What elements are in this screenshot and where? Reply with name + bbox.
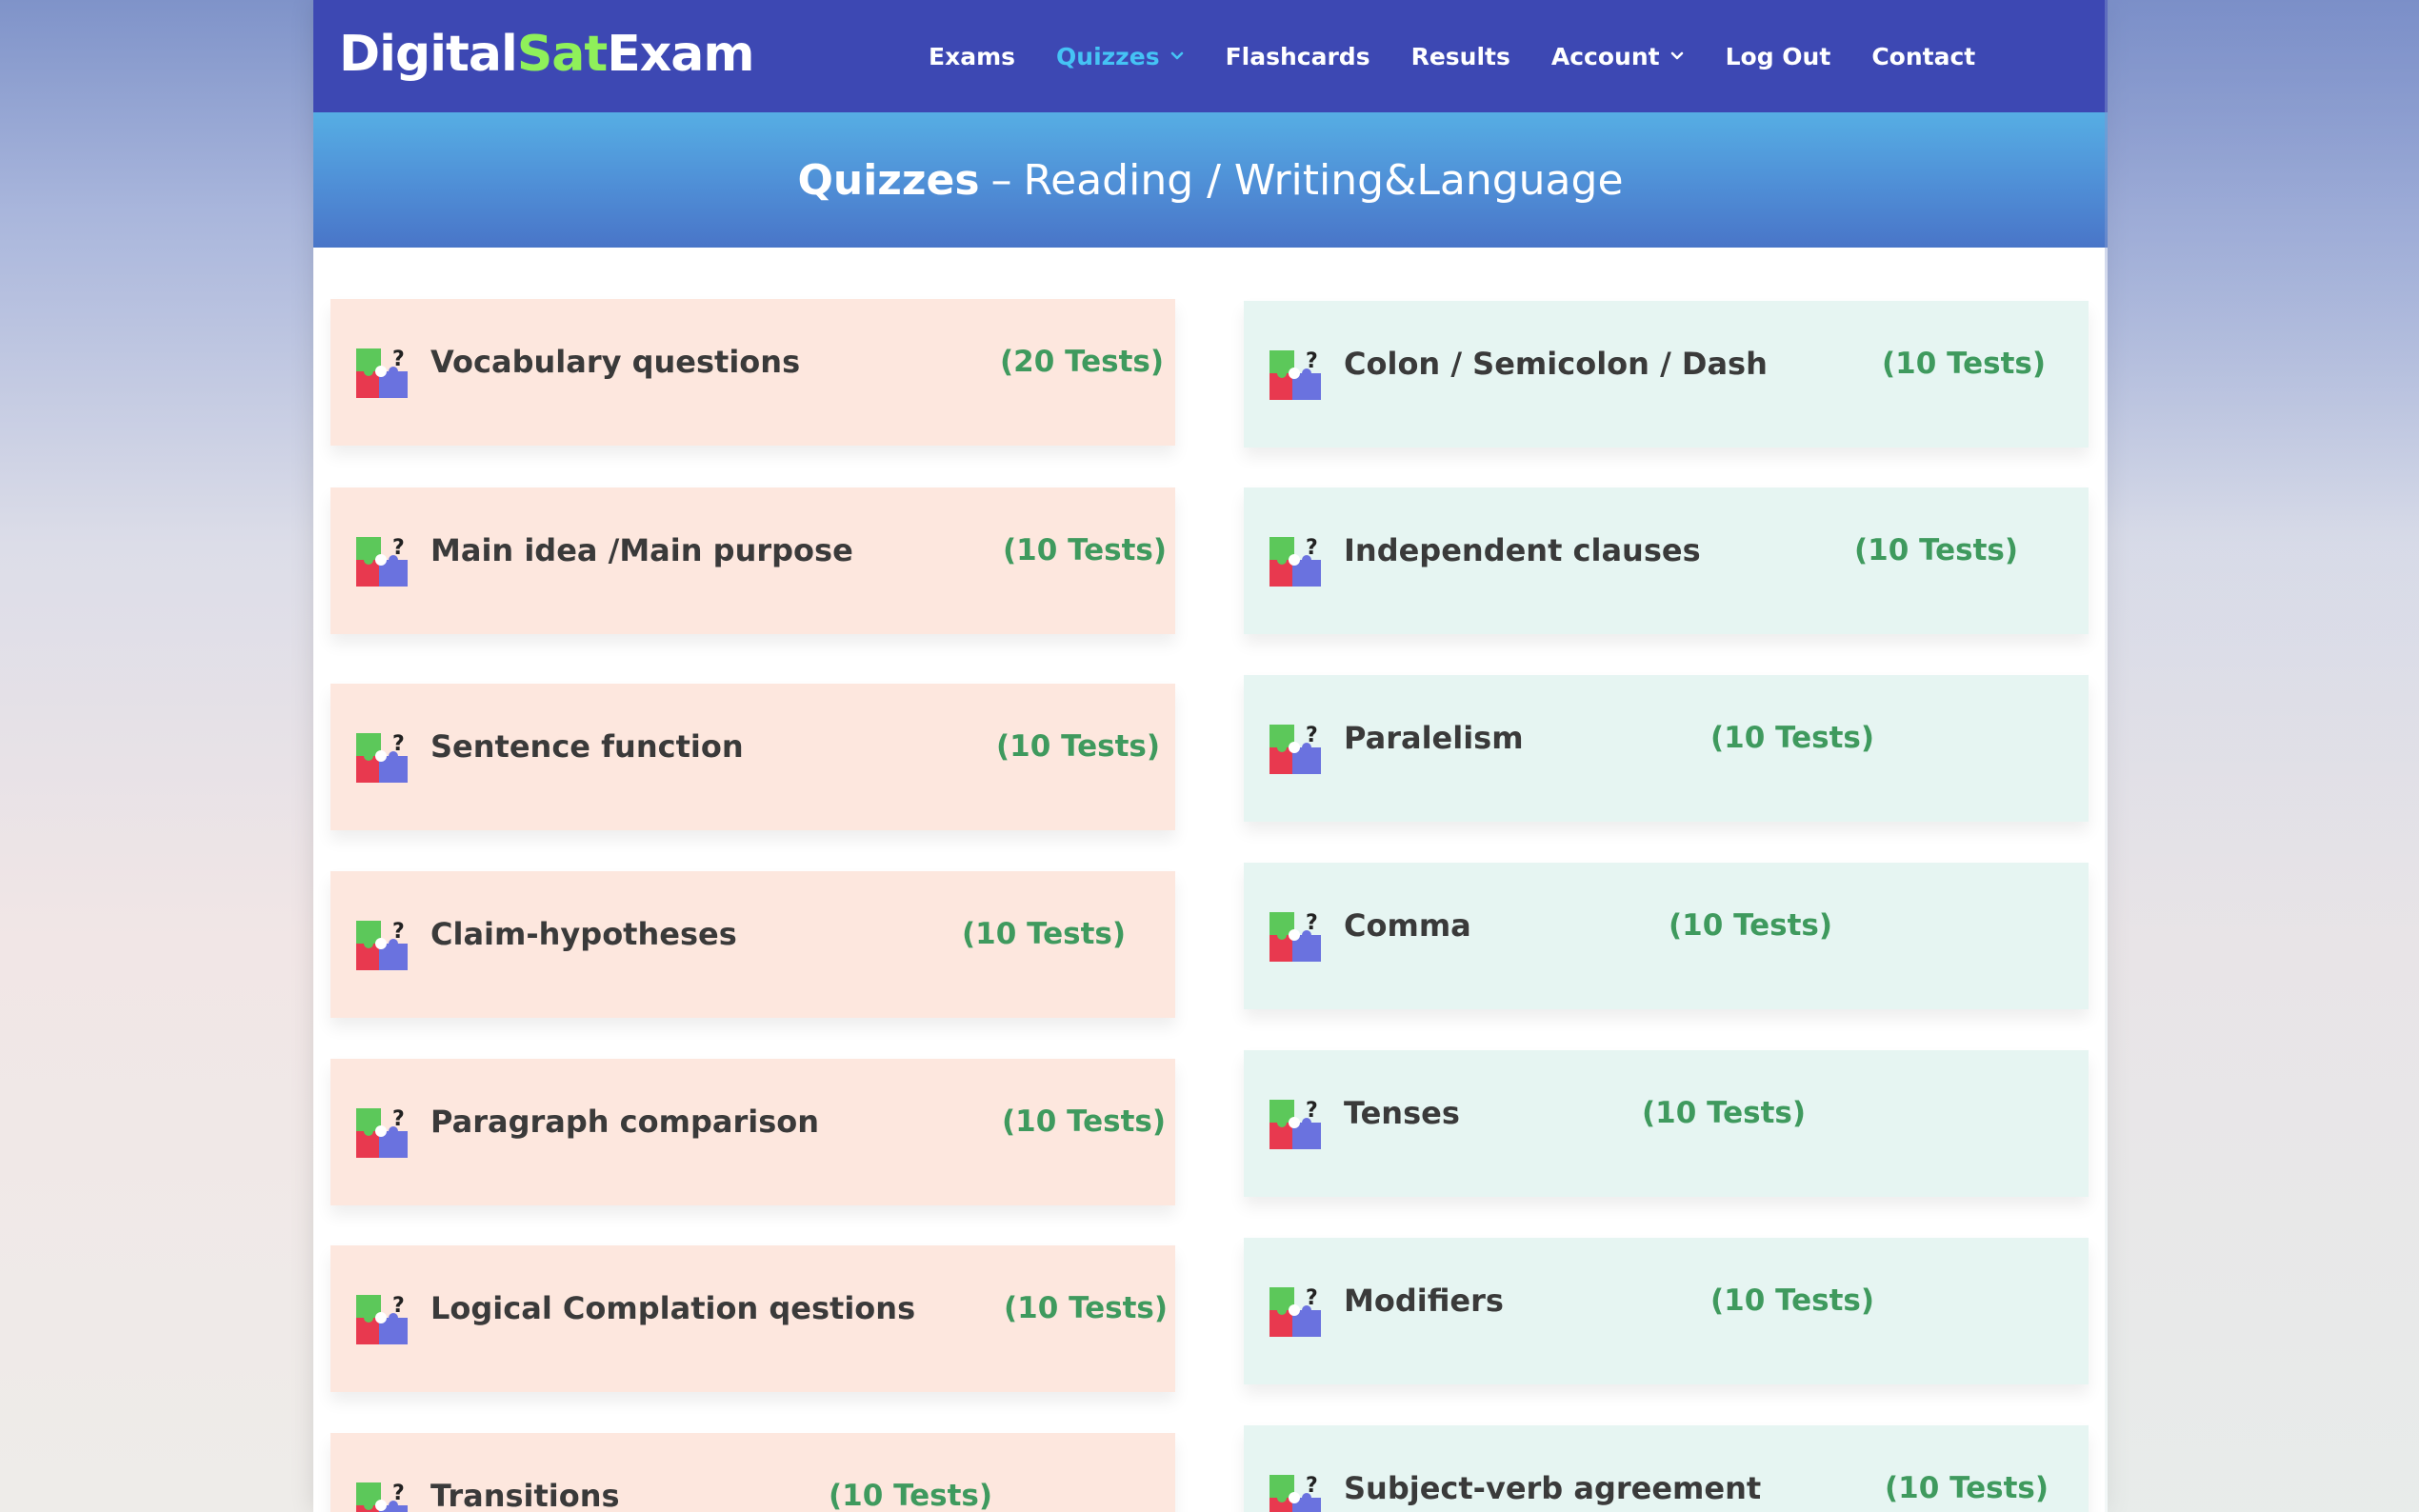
- quiz-title: Main idea /Main purpose: [430, 532, 853, 568]
- top-navbar: DigitalSatExam Exams Quizzes Flashcards …: [313, 0, 2108, 112]
- quiz-card[interactable]: ? Comma (10 Tests): [1244, 863, 2089, 1009]
- quiz-test-count: (10 Tests): [996, 729, 1161, 764]
- puzzle-question-icon: ?: [356, 729, 408, 783]
- quiz-card[interactable]: ? Modifiers (10 Tests): [1244, 1238, 2089, 1384]
- svg-text:?: ?: [1306, 911, 1318, 935]
- svg-text:?: ?: [392, 1107, 405, 1131]
- quiz-title: Vocabulary questions: [430, 344, 801, 380]
- quiz-test-count: (10 Tests): [1710, 1283, 1875, 1318]
- puzzle-question-icon: ?: [1269, 1471, 1321, 1512]
- chevron-down-icon: [1669, 49, 1685, 64]
- page-container: DigitalSatExam Exams Quizzes Flashcards …: [313, 0, 2108, 1512]
- svg-text:?: ?: [392, 920, 405, 944]
- quiz-card[interactable]: ? Vocabulary questions (20 Tests): [330, 299, 1175, 446]
- svg-text:?: ?: [1306, 724, 1318, 747]
- nav-item-exams[interactable]: Exams: [929, 42, 1016, 70]
- quiz-test-count: (10 Tests): [1642, 1096, 1807, 1130]
- quiz-test-count: (10 Tests): [1854, 533, 2019, 567]
- quiz-test-count: (10 Tests): [1003, 533, 1168, 567]
- quiz-title: Tenses: [1344, 1095, 1460, 1131]
- quiz-card[interactable]: ? Sentence function (10 Tests): [330, 684, 1175, 830]
- page-title-separator: –: [990, 155, 1012, 205]
- quiz-test-count: (10 Tests): [962, 917, 1127, 951]
- puzzle-question-icon: ?: [1269, 533, 1321, 587]
- page-title-subject: Reading / Writing&Language: [1023, 155, 1624, 205]
- quiz-grid: ? Vocabulary questions (20 Tests) ? Main…: [313, 248, 2108, 1512]
- quiz-test-count: (10 Tests): [1669, 908, 1833, 943]
- svg-text:?: ?: [392, 348, 405, 371]
- puzzle-question-icon: ?: [356, 533, 408, 587]
- puzzle-question-icon: ?: [1269, 721, 1321, 774]
- svg-text:?: ?: [1306, 1286, 1318, 1310]
- puzzle-question-icon: ?: [356, 1104, 408, 1158]
- puzzle-question-icon: ?: [356, 345, 408, 398]
- svg-text:?: ?: [392, 1482, 405, 1505]
- puzzle-question-icon: ?: [356, 1291, 408, 1344]
- nav-item-logout[interactable]: Log Out: [1725, 42, 1831, 70]
- logo-text-exam: Exam: [607, 26, 754, 83]
- quiz-card[interactable]: ? Colon / Semicolon / Dash (10 Tests): [1244, 301, 2089, 448]
- puzzle-question-icon: ?: [356, 917, 408, 970]
- puzzle-question-icon: ?: [1269, 347, 1321, 400]
- logo-text-sat: Sat: [516, 26, 608, 83]
- nav-item-contact[interactable]: Contact: [1871, 42, 1976, 70]
- puzzle-question-icon: ?: [1269, 908, 1321, 962]
- quiz-test-count: (10 Tests): [1004, 1291, 1169, 1325]
- svg-text:?: ?: [392, 536, 405, 560]
- nav-item-quizzes[interactable]: Quizzes: [1056, 43, 1185, 70]
- quiz-title: Logical Complation qestions: [430, 1290, 916, 1326]
- quiz-card[interactable]: ? Independent clauses (10 Tests): [1244, 487, 2089, 634]
- page-banner: Quizzes – Reading / Writing&Language: [313, 112, 2108, 248]
- quiz-card[interactable]: ? Main idea /Main purpose (10 Tests): [330, 487, 1175, 634]
- quiz-test-count: (20 Tests): [1000, 345, 1165, 379]
- quiz-card[interactable]: ? Paragraph comparison (10 Tests): [330, 1059, 1175, 1205]
- svg-text:?: ?: [1306, 349, 1318, 373]
- quiz-card[interactable]: ? Claim-hypotheses (10 Tests): [330, 871, 1175, 1018]
- quiz-card[interactable]: ? Transitions (10 Tests): [330, 1433, 1175, 1512]
- quiz-title: Colon / Semicolon / Dash: [1344, 346, 1768, 382]
- svg-text:?: ?: [1306, 1099, 1318, 1123]
- quiz-card[interactable]: ? Tenses (10 Tests): [1244, 1050, 2089, 1197]
- svg-text:?: ?: [392, 732, 405, 756]
- logo-text-digital: Digital: [339, 26, 518, 83]
- quiz-card[interactable]: ? Logical Complation qestions (10 Tests): [330, 1245, 1175, 1392]
- page-title-strong: Quizzes: [797, 155, 980, 205]
- quiz-test-count: (10 Tests): [1885, 1471, 2049, 1505]
- page-title: Quizzes – Reading / Writing&Language: [797, 156, 1623, 205]
- quiz-title: Modifiers: [1344, 1283, 1504, 1319]
- quiz-title: Paralelism: [1344, 720, 1524, 756]
- chevron-down-icon: [1170, 49, 1185, 64]
- quiz-title: Transitions: [430, 1478, 620, 1512]
- quiz-title: Claim-hypotheses: [430, 916, 737, 952]
- quiz-test-count: (10 Tests): [1002, 1104, 1167, 1139]
- quiz-test-count: (10 Tests): [1710, 721, 1875, 755]
- svg-text:?: ?: [392, 1294, 405, 1318]
- quiz-title: Comma: [1344, 907, 1471, 944]
- puzzle-question-icon: ?: [1269, 1096, 1321, 1149]
- quiz-test-count: (10 Tests): [1882, 347, 2047, 381]
- quiz-title: Paragraph comparison: [430, 1104, 820, 1140]
- quiz-title: Independent clauses: [1344, 532, 1701, 568]
- quiz-card[interactable]: ? Subject-verb agreement (10 Tests): [1244, 1425, 2089, 1512]
- nav-item-flashcards[interactable]: Flashcards: [1225, 42, 1370, 70]
- puzzle-question-icon: ?: [1269, 1283, 1321, 1337]
- svg-text:?: ?: [1306, 536, 1318, 560]
- quiz-card[interactable]: ? Paralelism (10 Tests): [1244, 675, 2089, 822]
- quiz-title: Subject-verb agreement: [1344, 1470, 1762, 1506]
- svg-text:?: ?: [1306, 1474, 1318, 1498]
- quiz-title: Sentence function: [430, 728, 744, 765]
- nav-item-account[interactable]: Account: [1551, 43, 1685, 70]
- puzzle-question-icon: ?: [356, 1479, 408, 1512]
- nav-item-results[interactable]: Results: [1410, 42, 1510, 70]
- main-nav: Exams Quizzes Flashcards Results Account…: [929, 0, 1975, 112]
- quiz-test-count: (10 Tests): [829, 1479, 993, 1512]
- site-logo[interactable]: DigitalSatExam: [339, 21, 755, 88]
